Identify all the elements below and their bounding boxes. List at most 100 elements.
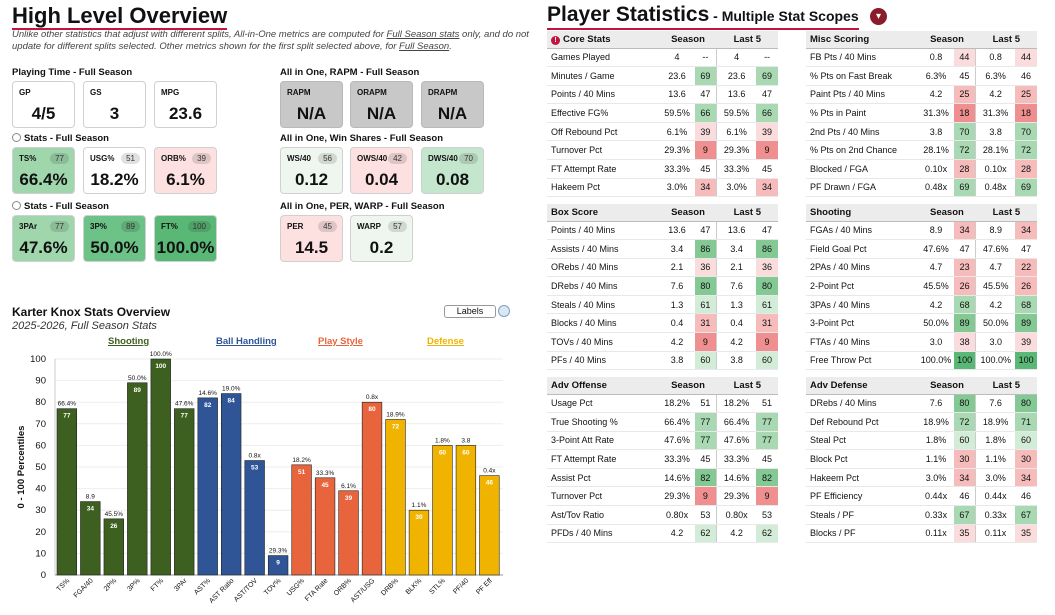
stat-box-ws40: WS/40 56 0.12 — [280, 147, 343, 194]
table-row: ORebs / 40 Mins 2.1 36 2.1 36 — [547, 258, 778, 278]
season-value: 50.0% — [918, 313, 954, 334]
season-percentile: 62 — [694, 524, 717, 544]
last5-percentile: 46 — [1015, 66, 1037, 86]
last5-percentile: 9 — [756, 140, 778, 161]
table-row: Usage Pct 18.2% 51 18.2% 51 — [547, 394, 778, 414]
bar-raw-label: 3.8 — [461, 437, 470, 444]
last5-percentile: 80 — [1015, 394, 1037, 414]
season-value: 0.11x — [918, 524, 954, 544]
table-row: FT Attempt Rate 33.3% 45 33.3% 45 — [547, 159, 778, 179]
season-value: 0.33x — [918, 505, 954, 525]
last5-value: 3.0% — [975, 468, 1016, 488]
table-row: % Pts on 2nd Chance 28.1% 72 28.1% 72 — [806, 140, 1037, 161]
stat-name: Steals / PF — [806, 505, 919, 525]
last5-value: 13.6 — [716, 85, 757, 105]
y-tick-label: 60 — [35, 440, 46, 451]
table-row: 3PAs / 40 Mins 4.2 68 4.2 68 — [806, 295, 1037, 315]
season-value: 33.3% — [659, 159, 695, 179]
stat-name: Free Throw Pct — [806, 351, 919, 371]
season-percentile: 70 — [953, 122, 976, 142]
group-stats-2[interactable]: Stats - Full Season — [12, 201, 109, 212]
note-link-full-season[interactable]: Full Season — [399, 41, 450, 52]
season-percentile: 82 — [694, 468, 717, 488]
labels-toggle-icon[interactable] — [498, 305, 510, 317]
last5-value: 47.6% — [716, 431, 757, 451]
radio-icon[interactable] — [12, 201, 21, 210]
season-value: 100.0% — [918, 351, 954, 371]
table-title: Box Score — [547, 204, 660, 222]
stat-name: TOVs / 40 Mins — [547, 332, 660, 352]
stat-value: 66.4% — [19, 170, 68, 189]
stat-name: % Pts on Fast Break — [806, 66, 919, 86]
last5-value: 2.1 — [716, 258, 757, 278]
x-tick-label: BLK% — [405, 577, 424, 596]
bar-raw-label: 66.4% — [58, 401, 77, 408]
bar-value-label: 100 — [155, 363, 166, 370]
last5-value: 4.2 — [716, 524, 757, 544]
stat-box-mpg: MPG 23.6 — [154, 81, 217, 128]
col-last5: Last 5 — [716, 204, 778, 222]
radio-icon[interactable] — [12, 133, 21, 142]
stat-name: Effective FG% — [547, 103, 660, 123]
y-tick-label: 30 — [35, 505, 46, 516]
last5-value: 3.0 — [975, 332, 1016, 352]
category-play-style: Play Style — [318, 336, 363, 347]
percentile-pill: 39 — [192, 153, 211, 164]
bar-raw-label: 18.9% — [386, 411, 405, 418]
last5-value: 6.3% — [975, 66, 1016, 86]
y-tick-label: 50 — [35, 462, 46, 473]
last5-value: 0.11x — [975, 524, 1016, 544]
col-season: Season — [659, 204, 717, 222]
stat-value: 50.0% — [90, 238, 139, 257]
bar-ast-tov — [244, 460, 265, 576]
stat-box-per: PER 45 14.5 — [280, 215, 343, 262]
labels-button[interactable]: Labels — [444, 305, 496, 318]
stat-box-usg: USG% 51 18.2% — [83, 147, 146, 194]
table-row: Steal Pct 1.8% 60 1.8% 60 — [806, 431, 1037, 451]
last5-value: 0.8 — [975, 48, 1016, 68]
last5-percentile: 25 — [1015, 85, 1037, 105]
stat-box-dws40: DWS/40 70 0.08 — [421, 147, 484, 194]
last5-value: 3.8 — [716, 351, 757, 371]
note-link-full-season-stats[interactable]: Full Season stats — [386, 29, 460, 40]
overview-title: High Level Overview — [12, 3, 228, 30]
y-tick-label: 100 — [30, 354, 46, 365]
season-value: 2.1 — [659, 258, 695, 278]
last5-percentile: 47 — [1015, 239, 1037, 259]
bar-raw-label: 1.1% — [412, 502, 427, 509]
stat-box-ts: TS% 77 66.4% — [12, 147, 75, 194]
stat-label: GP — [19, 88, 31, 97]
stat-value: 0.2 — [369, 238, 394, 257]
category-ball-handling: Ball Handling — [216, 336, 277, 347]
stat-box-ows40: OWS/40 42 0.04 — [350, 147, 413, 194]
last5-value: 45.5% — [975, 276, 1016, 296]
last5-percentile: 39 — [756, 122, 778, 142]
stat-label: FT% — [161, 222, 178, 231]
stat-name: Def Rebound Pct — [806, 412, 919, 432]
y-tick-label: 40 — [35, 484, 46, 495]
stat-value: 0.08 — [435, 170, 470, 189]
season-value: 0.10x — [918, 159, 954, 179]
stat-value: 47.6% — [19, 238, 68, 257]
player-stats-title-text: Player Statistics — [547, 3, 710, 26]
table-row: Hakeem Pct 3.0% 34 3.0% 34 — [547, 178, 778, 198]
season-percentile: 34 — [694, 178, 717, 198]
info-icon[interactable]: ! — [551, 35, 560, 45]
stat-name: FGAs / 40 Mins — [806, 221, 919, 241]
last5-value: 7.6 — [975, 394, 1016, 414]
percentile-pill: 77 — [50, 221, 69, 232]
last5-value: 29.3% — [716, 486, 757, 507]
bar-value-label: 26 — [110, 523, 118, 530]
percentile-pill: 51 — [121, 153, 140, 164]
table-row: FB Pts / 40 Mins 0.8 44 0.8 44 — [806, 48, 1037, 68]
season-percentile: 60 — [953, 431, 976, 451]
group-rapm: All in One, RAPM - Full Season — [280, 67, 420, 78]
stat-name: Turnover Pct — [547, 140, 660, 161]
bar-value-label: 46 — [486, 480, 494, 487]
stat-scope-icon[interactable]: ▾ — [870, 8, 887, 25]
stat-name: Turnover Pct — [547, 486, 660, 507]
stat-name: Hakeem Pct — [806, 468, 919, 488]
bar-orb- — [338, 490, 359, 576]
group-stats-1[interactable]: Stats - Full Season — [12, 133, 109, 144]
stat-name: FT Attempt Rate — [547, 449, 660, 469]
